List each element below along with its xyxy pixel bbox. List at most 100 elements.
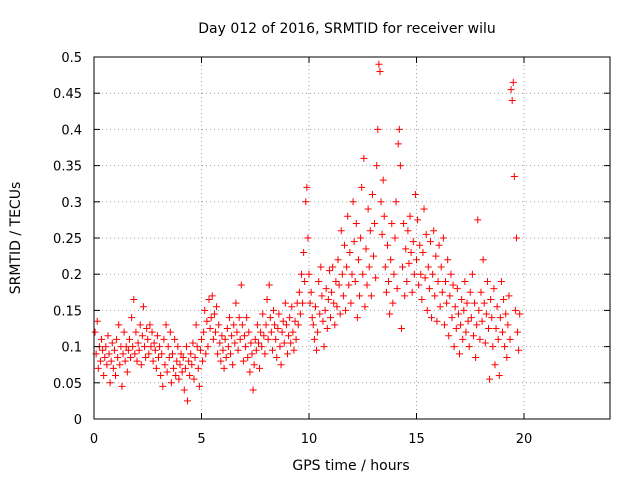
data-point xyxy=(189,339,197,347)
data-point xyxy=(404,227,412,235)
data-point xyxy=(459,335,467,343)
data-point xyxy=(276,343,284,351)
data-point xyxy=(390,270,398,278)
data-point xyxy=(343,263,351,271)
data-point xyxy=(436,303,444,311)
y-tick-label: 0 xyxy=(74,413,82,428)
data-point xyxy=(352,220,360,228)
data-point xyxy=(266,314,274,322)
data-point xyxy=(200,328,208,336)
x-tick-label: 10 xyxy=(301,432,318,447)
data-point xyxy=(185,357,193,365)
data-point xyxy=(359,270,367,278)
x-tick-labels: 0 5 10 15 20 xyxy=(90,432,532,447)
data-point xyxy=(456,350,463,358)
data-point xyxy=(317,263,325,271)
data-point xyxy=(193,343,201,351)
data-point xyxy=(415,281,423,289)
data-point xyxy=(477,288,485,296)
data-point xyxy=(501,343,509,351)
data-point xyxy=(134,339,142,347)
data-point xyxy=(213,303,221,311)
data-point xyxy=(370,252,377,260)
data-point xyxy=(105,350,113,358)
data-point xyxy=(330,299,338,307)
data-point xyxy=(307,288,315,296)
data-point xyxy=(148,328,156,336)
data-point xyxy=(505,292,513,300)
data-point xyxy=(153,332,161,340)
data-point xyxy=(396,162,404,170)
data-point xyxy=(421,274,429,282)
data-point xyxy=(229,361,237,369)
data-point xyxy=(324,296,332,304)
y-tick-labels: 0 0.05 0.1 0.15 0.2 0.25 0.3 0.35 0.4 0.45 0.5 xyxy=(53,51,82,428)
data-point xyxy=(259,310,267,318)
data-point xyxy=(480,299,488,307)
data-point xyxy=(416,241,424,249)
data-point xyxy=(184,397,192,405)
y-tick-label: 0.3 xyxy=(61,196,82,211)
data-point xyxy=(406,212,414,220)
data-point xyxy=(247,339,255,347)
data-point xyxy=(186,372,194,380)
y-tick-label: 0.4 xyxy=(61,123,82,138)
data-point xyxy=(302,198,310,206)
data-point xyxy=(482,310,490,318)
data-point xyxy=(277,361,285,369)
data-point xyxy=(402,245,410,253)
data-point xyxy=(310,335,318,343)
data-point xyxy=(400,220,408,228)
data-point xyxy=(288,303,296,311)
data-point xyxy=(323,325,331,332)
data-point xyxy=(433,317,441,325)
data-point xyxy=(282,321,290,329)
data-point xyxy=(272,335,280,343)
data-point xyxy=(230,321,238,329)
data-point xyxy=(210,310,218,318)
data-point xyxy=(227,350,235,358)
data-point xyxy=(142,353,150,361)
data-point xyxy=(391,234,399,242)
data-point xyxy=(466,288,474,296)
data-point xyxy=(333,303,341,311)
data-point xyxy=(181,364,189,372)
data-point xyxy=(190,375,198,383)
data-point xyxy=(119,350,127,358)
data-point xyxy=(113,335,121,343)
data-point xyxy=(474,216,482,224)
data-point xyxy=(284,350,291,358)
data-point xyxy=(96,357,104,365)
data-point xyxy=(448,314,456,322)
data-point xyxy=(204,343,212,351)
y-tick-label: 0.15 xyxy=(53,304,82,319)
data-point xyxy=(258,343,266,351)
y-tick-label: 0.25 xyxy=(53,232,82,247)
data-point xyxy=(206,325,214,332)
data-point xyxy=(304,234,312,242)
data-point xyxy=(506,335,514,343)
data-point xyxy=(514,328,522,336)
data-point xyxy=(257,328,265,336)
x-tick-label: 15 xyxy=(408,432,425,447)
data-point xyxy=(316,310,324,318)
data-point xyxy=(337,227,345,235)
data-point xyxy=(377,198,385,206)
x-tick-label: 0 xyxy=(90,432,98,447)
data-point xyxy=(235,314,243,322)
data-point xyxy=(238,321,246,329)
data-point xyxy=(504,321,512,329)
data-point xyxy=(471,299,479,307)
data-point xyxy=(440,321,448,329)
data-point xyxy=(174,343,182,351)
data-point xyxy=(313,346,321,354)
data-point xyxy=(150,339,158,347)
data-point xyxy=(281,299,289,307)
data-point xyxy=(328,288,336,296)
data-point xyxy=(388,220,396,228)
data-point xyxy=(156,343,164,351)
data-point xyxy=(309,321,317,329)
data-point xyxy=(350,238,358,246)
data-point xyxy=(264,335,272,343)
